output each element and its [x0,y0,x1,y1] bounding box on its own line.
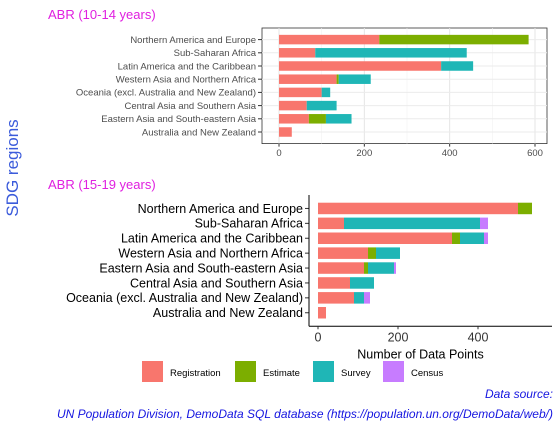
bar-survey-eastern-asia-and-south-eastern-asia [325,114,352,124]
bar-registration-northern-america-and-europe [279,34,380,45]
category-label: Central Asia and Southern Asia [130,276,303,290]
bar-registration-central-asia-and-southern-asia [318,277,350,289]
category-label: Western Asia and Northern Africa [118,247,303,261]
bar-survey-western-asia-and-northern-africa [338,74,371,84]
category-label: Western Asia and Northern Africa [116,75,257,86]
bar-registration-australia-and-new-zealand [318,307,326,319]
bar-survey-latin-america-and-the-caribbean [460,232,484,244]
bar-registration-sub-saharan-africa [279,48,316,58]
bar-registration-western-asia-and-northern-africa [279,74,337,84]
bar-survey-latin-america-and-the-caribbean [441,61,474,71]
bar-survey-oceania-excl-australia-and-new-zealand [321,87,331,98]
bar-survey-oceania-excl-australia-and-new-zealand [354,292,364,304]
bar-registration-latin-america-and-the-caribbean [279,61,442,71]
bar-survey-western-asia-and-northern-africa [376,247,400,259]
x-tick-label: 0 [276,148,281,159]
bar-registration-oceania-excl-australia-and-new-zealand [318,292,354,304]
bar-estimate-eastern-asia-and-south-eastern-asia [364,262,368,274]
legend: Registration Estimate Survey Census [142,361,443,382]
category-label: Oceania (excl. Australia and New Zealand… [66,291,303,305]
bar-registration-eastern-asia-and-south-eastern-asia [279,114,309,124]
bar-estimate-western-asia-and-northern-africa [368,247,376,259]
category-label: Eastern Asia and South-eastern Asia [99,261,303,275]
bar-estimate-latin-america-and-the-caribbean [452,232,460,244]
category-label: Eastern Asia and South-eastern Asia [101,114,256,125]
bar-estimate-eastern-asia-and-south-eastern-asia [308,114,326,124]
legend-key-registration [142,361,163,382]
bar-registration-latin-america-and-the-caribbean [318,232,452,244]
category-label: Northern America and Europe [130,35,256,46]
bar-survey-central-asia-and-southern-asia [306,100,337,111]
x-tick-label: 200 [388,331,409,345]
category-label: Sub-Saharan Africa [195,217,303,231]
legend-key-survey [313,361,334,382]
bar-census-latin-america-and-the-caribbean [484,232,488,244]
y-axis-label: SDG regions [3,119,22,216]
panel-title: ABR (10-14 years) [48,7,156,22]
category-label: Australia and New Zealand [142,127,256,138]
category-label: Northern America and Europe [138,202,303,216]
source-caption: Data source: [485,387,553,401]
x-tick-label: 200 [356,148,372,159]
bar-registration-western-asia-and-northern-africa [318,247,368,259]
x-axis-label: Number of Data Points [357,348,483,362]
panel-border [261,27,548,144]
bar-registration-australia-and-new-zealand [279,127,292,137]
bar-estimate-northern-america-and-europe [518,202,532,215]
bar-survey-sub-saharan-africa [344,217,480,230]
x-tick-label: 400 [468,331,489,345]
bar-registration-oceania-excl-australia-and-new-zealand [279,87,322,98]
panel-abr-10-14: ABR (10-14 years) Northern America and E… [48,7,548,159]
category-label: Sub-Saharan Africa [174,48,257,59]
bar-registration-northern-america-and-europe [318,202,518,215]
panel-title: ABR (15-19 years) [48,177,156,192]
legend-label-survey: Survey [341,368,371,379]
category-label: Central Asia and Southern Asia [124,101,256,112]
bar-estimate-western-asia-and-northern-africa [336,74,339,84]
bar-registration-eastern-asia-and-south-eastern-asia [318,262,364,274]
legend-key-census [383,361,404,382]
legend-label-census: Census [411,368,443,379]
category-label: Oceania (excl. Australia and New Zealand… [76,88,256,99]
category-label: Latin America and the Caribbean [121,232,303,246]
x-tick-label: 600 [527,148,543,159]
category-label: Australia and New Zealand [153,306,303,320]
bar-registration-sub-saharan-africa [318,217,344,230]
bar-census-oceania-excl-australia-and-new-zealand [364,292,370,304]
panel-abr-15-19: ABR (15-19 years) Northern America and E… [48,177,552,362]
category-label: Latin America and the Caribbean [118,61,256,72]
bar-census-eastern-asia-and-south-eastern-asia [394,262,396,274]
legend-label-estimate: Estimate [263,368,300,379]
bar-survey-central-asia-and-southern-asia [350,277,374,289]
bar-survey-eastern-asia-and-south-eastern-asia [368,262,394,274]
bar-estimate-northern-america-and-europe [379,34,529,45]
bar-registration-central-asia-and-southern-asia [279,100,307,111]
bar-survey-sub-saharan-africa [315,48,467,58]
source-details: UN Population Division, DemoData SQL dat… [57,407,553,421]
x-tick-label: 0 [315,331,322,345]
x-tick-label: 400 [442,148,458,159]
legend-key-estimate [235,361,256,382]
bar-census-sub-saharan-africa [480,217,488,230]
legend-label-registration: Registration [170,368,221,379]
